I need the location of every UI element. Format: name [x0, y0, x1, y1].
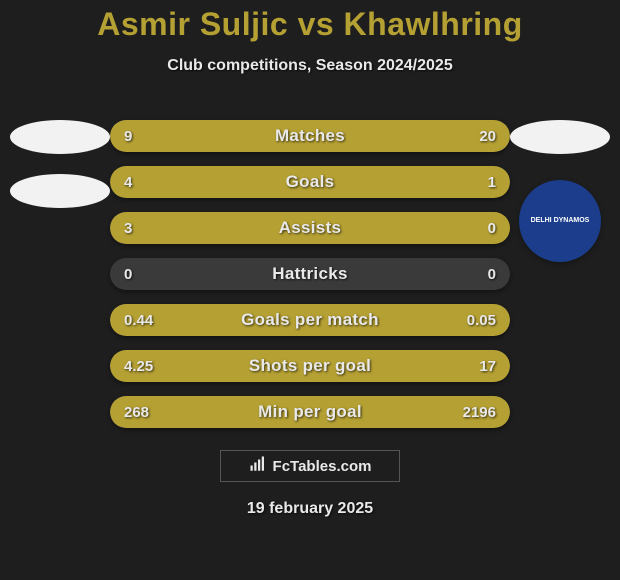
stat-label: Shots per goal: [110, 350, 510, 382]
club-logo-badge: DELHI DYNAMOS: [519, 180, 601, 262]
brand-footer: FcTables.com: [220, 450, 400, 482]
stat-row: Goals per match0.44 0.05: [110, 304, 510, 336]
stat-label: Matches: [110, 120, 510, 152]
stat-label: Hattricks: [110, 258, 510, 290]
comparison-card: Asmir Suljic vs Khawlhring Club competit…: [0, 0, 620, 580]
stat-value-left: 0.44: [124, 304, 153, 336]
stat-value-left: 0: [124, 258, 132, 290]
stat-value-left: 9: [124, 120, 132, 152]
date-label: 19 february 2025: [0, 500, 620, 518]
chart-icon: [249, 455, 267, 477]
stat-value-right: 17: [479, 350, 496, 382]
stat-value-right: 1: [488, 166, 496, 198]
stat-label: Goals per match: [110, 304, 510, 336]
club-logo: DELHI DYNAMOS: [510, 180, 610, 262]
avatar-placeholder: [10, 120, 110, 154]
stat-row: Assists3 0: [110, 212, 510, 244]
brand-label: FcTables.com: [273, 458, 372, 475]
stat-value-left: 4: [124, 166, 132, 198]
stat-label: Assists: [110, 212, 510, 244]
stat-row: Min per goal268 2196: [110, 396, 510, 428]
stat-row: Goals4 1: [110, 166, 510, 198]
stat-label: Min per goal: [110, 396, 510, 428]
stat-value-right: 0: [488, 212, 496, 244]
stat-row: Shots per goal4.25 17: [110, 350, 510, 382]
stat-row: Matches9 20: [110, 120, 510, 152]
page-title: Asmir Suljic vs Khawlhring: [0, 0, 620, 43]
avatar-placeholder: [510, 120, 610, 154]
stat-value-left: 4.25: [124, 350, 153, 382]
stat-value-right: 0: [488, 258, 496, 290]
stat-value-right: 20: [479, 120, 496, 152]
stat-row: Hattricks0 0: [110, 258, 510, 290]
stat-value-left: 3: [124, 212, 132, 244]
avatar-placeholder: [10, 174, 110, 208]
stat-rows: Matches920Goals41Assists30Hattricks00Goa…: [110, 120, 510, 442]
stat-value-right: 0.05: [467, 304, 496, 336]
stat-value-right: 2196: [463, 396, 496, 428]
stat-value-left: 268: [124, 396, 149, 428]
subtitle: Club competitions, Season 2024/2025: [0, 57, 620, 75]
stat-label: Goals: [110, 166, 510, 198]
